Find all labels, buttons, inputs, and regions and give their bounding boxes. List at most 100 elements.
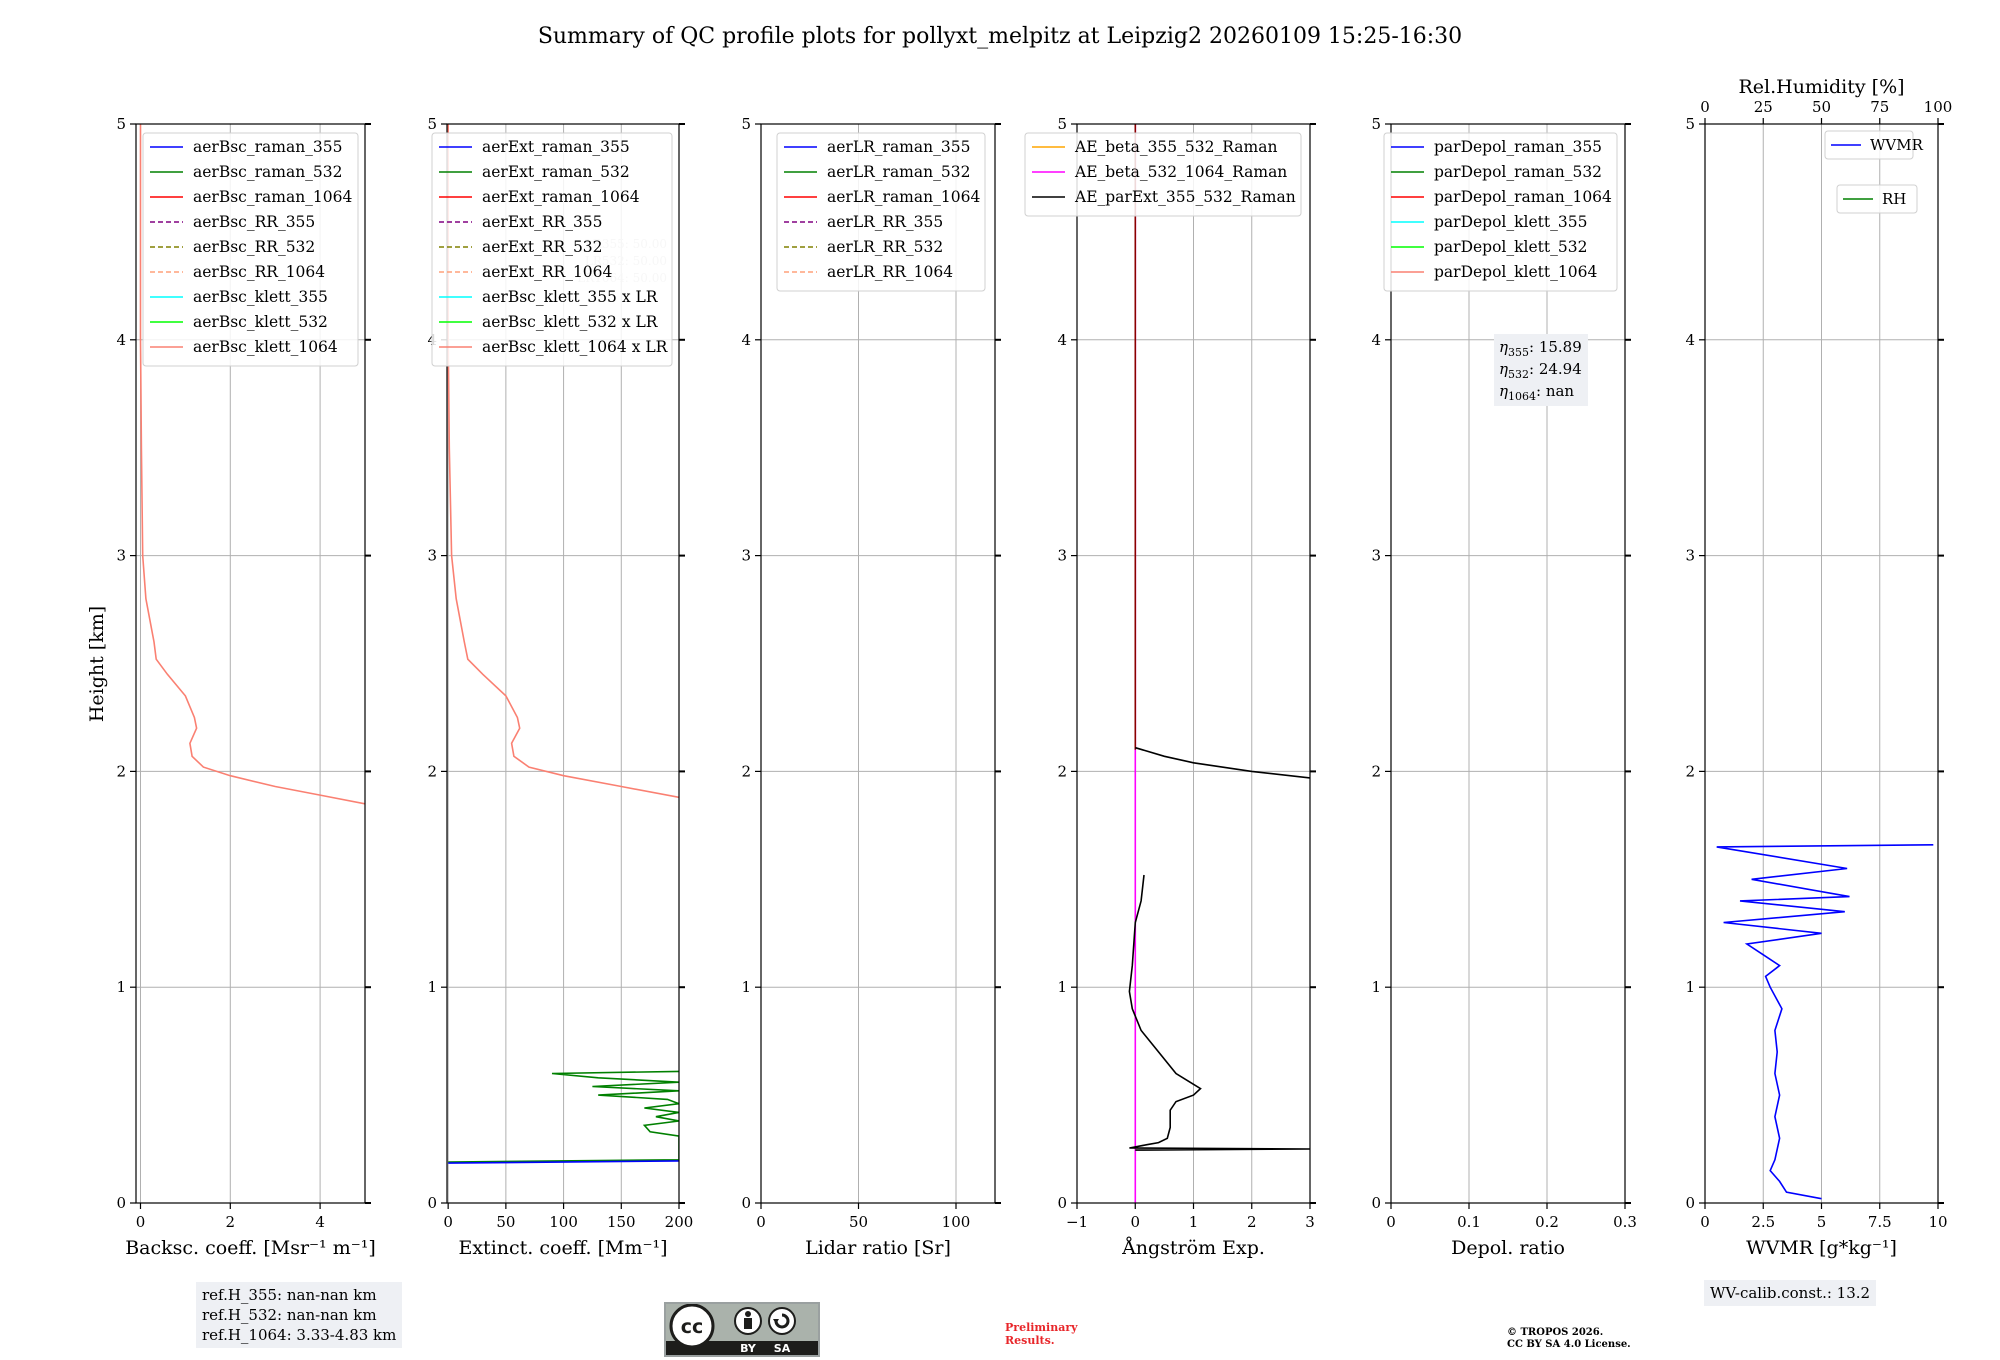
ref-h-1064: ref.H_1064: 3.33-4.83 km: [202, 1326, 397, 1344]
y-tick-label: 5: [1685, 115, 1695, 133]
wv-calibration-box: WV-calib.const.: 13.2: [1704, 1280, 1877, 1306]
legend-box: [1024, 132, 1302, 217]
x-tick-label: 2.5: [1751, 1213, 1775, 1231]
x-axis-label: Extinct. coeff. [Mm⁻¹]: [458, 1237, 667, 1259]
y-tick-label: 4: [116, 331, 126, 349]
y-tick-label: 5: [116, 115, 126, 133]
legend-label: aerExt_RR_1064: [482, 263, 613, 281]
x-axis-label: WVMR [g*kg⁻¹]: [1746, 1237, 1897, 1259]
legend: aerLR_raman_355 aerLR_raman_532 aerLR_rama…: [776, 132, 986, 292]
x-tick-label: 4: [315, 1213, 325, 1231]
legend-box: [1824, 130, 1914, 160]
legend-label: aerLR_raman_532: [827, 163, 970, 181]
copyright-line-1: © TROPOS 2026.: [1507, 1327, 1604, 1338]
legend-label: aerExt_raman_1064: [482, 188, 640, 206]
y-tick-label: 2: [427, 762, 437, 780]
cc-by-sa-badge: cc BY SA: [664, 1302, 820, 1357]
y-tick-label: 3: [741, 547, 751, 565]
cc-logo-icon: [669, 1303, 715, 1349]
y-tick-label: 3: [1057, 547, 1067, 565]
x-tick-label: −1: [1066, 1213, 1088, 1231]
legend-label: aerExt_raman_532: [482, 163, 630, 181]
cc-logo-text: cc: [681, 1316, 704, 1338]
cc-by-label: BY: [740, 1342, 757, 1355]
top-x-tick-label: 50: [1812, 98, 1831, 116]
legend-label: aerBsc_RR_1064: [193, 263, 325, 281]
y-axis-label: Height [km]: [86, 606, 108, 722]
y-tick-label: 3: [1371, 547, 1381, 565]
legend-label: AE_beta_532_1064_Raman: [1074, 163, 1287, 181]
legend-label: aerBsc_klett_1064 x LR: [482, 338, 669, 356]
top-x-tick-label: 25: [1754, 98, 1773, 116]
legend-label: aerLR_RR_1064: [827, 263, 953, 281]
legend-box: [776, 132, 986, 292]
axes-frame: [1390, 123, 1626, 1204]
x-tick-label: 50: [496, 1213, 515, 1231]
y-tick-label: 1: [1685, 978, 1695, 996]
top-x-tick-label: 100: [1924, 98, 1953, 116]
x-tick-label: 1: [1189, 1213, 1199, 1231]
legend-label: parDepol_raman_1064: [1434, 188, 1612, 206]
x-tick-label: 0: [1386, 1213, 1396, 1231]
axes-frame: [135, 123, 366, 1204]
legend-label: aerBsc_klett_355 x LR: [482, 288, 659, 306]
x-tick-label: 0: [756, 1213, 766, 1231]
panel-2: 050100150200012345Extinct. coeff. [Mm⁻¹]…: [427, 115, 693, 1259]
x-tick-label: 2: [1247, 1213, 1257, 1231]
legend: parDepol_raman_355 parDepol_raman_532 parD…: [1383, 132, 1618, 292]
legend-label: aerBsc_raman_355: [193, 138, 343, 156]
y-tick-label: 0: [1371, 1194, 1381, 1212]
y-tick-label: 5: [1057, 115, 1067, 133]
eta-box: [1494, 334, 1588, 406]
legend-label: aerExt_raman_355: [482, 138, 630, 156]
y-tick-label: 5: [1371, 115, 1381, 133]
x-tick-label: 0.1: [1457, 1213, 1481, 1231]
legend-box: [1383, 132, 1618, 292]
eta-value: η1064: nan: [1499, 382, 1574, 403]
series-aerExt_raman_355: [448, 1160, 679, 1164]
legend-label: AE_parExt_355_532_Raman: [1074, 188, 1296, 206]
y-tick-label: 5: [427, 115, 437, 133]
x-tick-label: 10: [1928, 1213, 1947, 1231]
ref-h-355: ref.H_355: nan-nan km: [202, 1286, 377, 1304]
top-x-tick-label: 0: [1700, 98, 1710, 116]
x-axis-label: Ångström Exp.: [1121, 1237, 1265, 1259]
top-x-axis-label: Rel.Humidity [%]: [1738, 76, 1904, 98]
series-aerExt_raman_532: [448, 1070, 679, 1163]
y-tick-label: 2: [1371, 762, 1381, 780]
legend: WVMR RH: [1824, 130, 1924, 214]
copyright-line-2: CC BY SA 4.0 License.: [1507, 1339, 1631, 1350]
y-tick-label: 2: [1057, 762, 1067, 780]
legend: AE_beta_355_532_Raman AE_beta_532_1064_Ra…: [1024, 132, 1302, 217]
x-tick-label: 5: [1817, 1213, 1827, 1231]
eta-value: η532: 24.94: [1499, 360, 1582, 381]
y-tick-label: 2: [116, 762, 126, 780]
x-tick-label: 150: [607, 1213, 636, 1231]
legend-label: aerBsc_klett_532: [193, 313, 328, 331]
y-tick-label: 1: [1057, 978, 1067, 996]
legend-label: RH: [1882, 190, 1906, 208]
legend: aerBsc_raman_355 aerBsc_raman_532 aerBsc_r…: [142, 132, 359, 367]
panels: 0 2 4 0 1 2 3 4 5 Backsc. coeff. [Msr⁻¹ m⁻¹] aerBs…: [116, 76, 1953, 1259]
copyright-note: © TROPOS 2026. CC BY SA 4.0 License.: [1507, 1327, 1631, 1351]
x-tick-label: 50: [849, 1213, 868, 1231]
legend-label: AE_beta_355_532_Raman: [1074, 138, 1277, 156]
x-tick-label: 0: [136, 1213, 146, 1231]
series-AE_parExt_355_532_Raman: [1135, 746, 1310, 779]
legend-label: aerBsc_klett_355: [193, 288, 328, 306]
y-tick-label: 5: [741, 115, 751, 133]
x-tick-label: 100: [549, 1213, 578, 1231]
figure-title: Summary of QC profile plots for pollyxt_…: [538, 24, 1462, 49]
y-tick-label: 1: [741, 978, 751, 996]
y-tick-label: 0: [116, 1194, 126, 1212]
x-tick-label: 3: [1305, 1213, 1315, 1231]
legend-label: aerBsc_RR_355: [193, 213, 315, 231]
legend-label: aerBsc_RR_532: [193, 238, 315, 256]
legend-box: [1836, 184, 1918, 214]
preliminary-line-1: Preliminary: [1005, 1321, 1078, 1334]
x-tick-label: 0: [1700, 1213, 1710, 1231]
legend-label: parDepol_klett_1064: [1434, 263, 1597, 281]
legend-label: parDepol_raman_355: [1434, 138, 1602, 156]
